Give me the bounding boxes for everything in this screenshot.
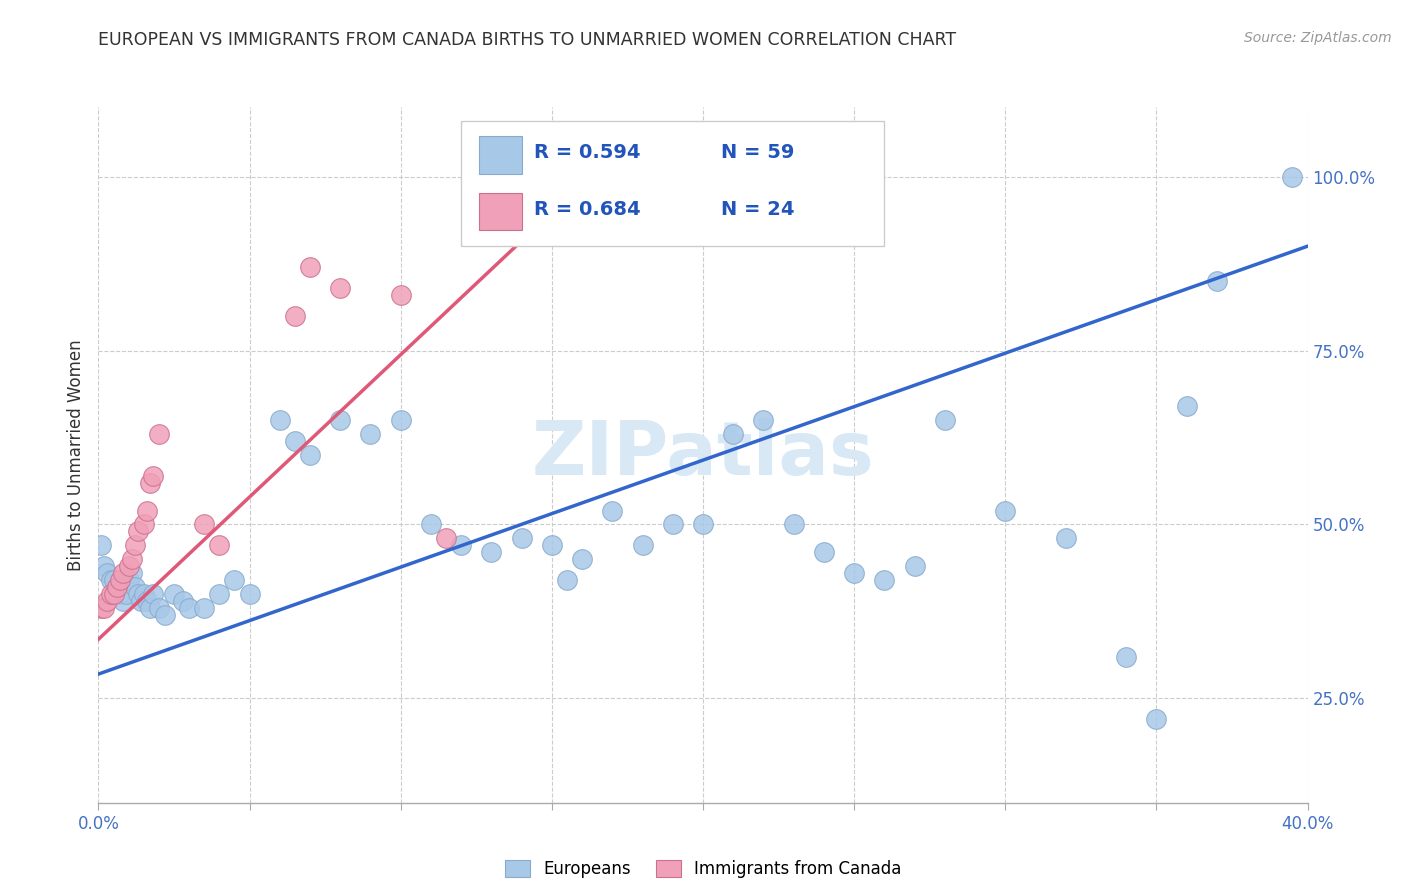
Point bbox=[269, 413, 291, 427]
Point bbox=[692, 517, 714, 532]
Point bbox=[193, 517, 215, 532]
Point bbox=[90, 538, 112, 552]
Point bbox=[299, 448, 322, 462]
Point bbox=[1054, 532, 1077, 546]
Point bbox=[1115, 649, 1137, 664]
Text: Source: ZipAtlas.com: Source: ZipAtlas.com bbox=[1244, 31, 1392, 45]
Point bbox=[510, 532, 533, 546]
Point bbox=[752, 413, 775, 427]
Bar bbox=[479, 136, 522, 174]
Text: EUROPEAN VS IMMIGRANTS FROM CANADA BIRTHS TO UNMARRIED WOMEN CORRELATION CHART: EUROPEAN VS IMMIGRANTS FROM CANADA BIRTH… bbox=[98, 31, 956, 49]
Point bbox=[100, 587, 122, 601]
Point bbox=[105, 580, 128, 594]
Point bbox=[93, 559, 115, 574]
Point bbox=[193, 601, 215, 615]
Point bbox=[118, 573, 141, 587]
Point bbox=[540, 538, 562, 552]
Point bbox=[90, 601, 112, 615]
Point bbox=[139, 601, 162, 615]
Point bbox=[631, 538, 654, 552]
Point bbox=[419, 517, 441, 532]
Text: N = 59: N = 59 bbox=[721, 144, 794, 162]
Point bbox=[163, 587, 186, 601]
Point bbox=[904, 559, 927, 574]
Point bbox=[994, 503, 1017, 517]
Point bbox=[571, 552, 593, 566]
Point bbox=[284, 434, 307, 448]
Point bbox=[782, 517, 804, 532]
Point bbox=[224, 573, 246, 587]
Point bbox=[142, 468, 165, 483]
Point bbox=[661, 517, 683, 532]
Point bbox=[121, 552, 143, 566]
Text: N = 24: N = 24 bbox=[721, 200, 794, 219]
Point bbox=[103, 587, 125, 601]
Point bbox=[103, 573, 125, 587]
Point bbox=[1281, 169, 1303, 184]
Point bbox=[177, 601, 201, 615]
Point bbox=[813, 545, 835, 559]
Point bbox=[602, 503, 624, 517]
Point bbox=[329, 281, 352, 295]
Point bbox=[105, 580, 128, 594]
Point bbox=[208, 587, 231, 601]
Point bbox=[132, 587, 155, 601]
Point bbox=[1206, 274, 1229, 288]
Point bbox=[721, 427, 744, 442]
Point bbox=[111, 594, 134, 608]
Point bbox=[360, 427, 382, 442]
Point bbox=[172, 594, 194, 608]
Point bbox=[299, 260, 322, 274]
Point bbox=[127, 524, 149, 539]
Text: ZIPatlas: ZIPatlas bbox=[531, 418, 875, 491]
Point bbox=[135, 503, 157, 517]
Point bbox=[93, 601, 115, 615]
Point bbox=[434, 532, 457, 546]
Point bbox=[239, 587, 262, 601]
Y-axis label: Births to Unmarried Women: Births to Unmarried Women bbox=[66, 339, 84, 571]
Point bbox=[450, 538, 472, 552]
Text: R = 0.684: R = 0.684 bbox=[534, 200, 640, 219]
Point bbox=[124, 538, 146, 552]
Bar bbox=[479, 193, 522, 230]
Point bbox=[139, 475, 162, 490]
Point bbox=[284, 309, 307, 323]
Point bbox=[555, 573, 578, 587]
Point bbox=[118, 559, 141, 574]
Point bbox=[142, 587, 165, 601]
Point bbox=[1175, 399, 1198, 413]
Point bbox=[844, 566, 866, 581]
Legend: Europeans, Immigrants from Canada: Europeans, Immigrants from Canada bbox=[498, 854, 908, 885]
Point bbox=[148, 601, 170, 615]
Point bbox=[1144, 712, 1167, 726]
Point bbox=[389, 413, 412, 427]
Point bbox=[96, 566, 118, 581]
Point bbox=[389, 288, 412, 302]
Point bbox=[100, 573, 122, 587]
Point bbox=[124, 580, 146, 594]
Point bbox=[127, 587, 149, 601]
Point bbox=[108, 573, 131, 587]
Point bbox=[153, 607, 176, 622]
Point bbox=[132, 517, 155, 532]
Point bbox=[208, 538, 231, 552]
Text: R = 0.594: R = 0.594 bbox=[534, 144, 640, 162]
Point bbox=[329, 413, 352, 427]
Point bbox=[108, 587, 131, 601]
FancyBboxPatch shape bbox=[461, 121, 884, 246]
Point bbox=[934, 413, 956, 427]
Point bbox=[481, 545, 503, 559]
Point bbox=[121, 566, 143, 581]
Point bbox=[135, 594, 157, 608]
Point bbox=[111, 566, 134, 581]
Point bbox=[96, 594, 118, 608]
Point bbox=[873, 573, 896, 587]
Point bbox=[129, 594, 152, 608]
Point bbox=[148, 427, 170, 442]
Point bbox=[114, 587, 136, 601]
